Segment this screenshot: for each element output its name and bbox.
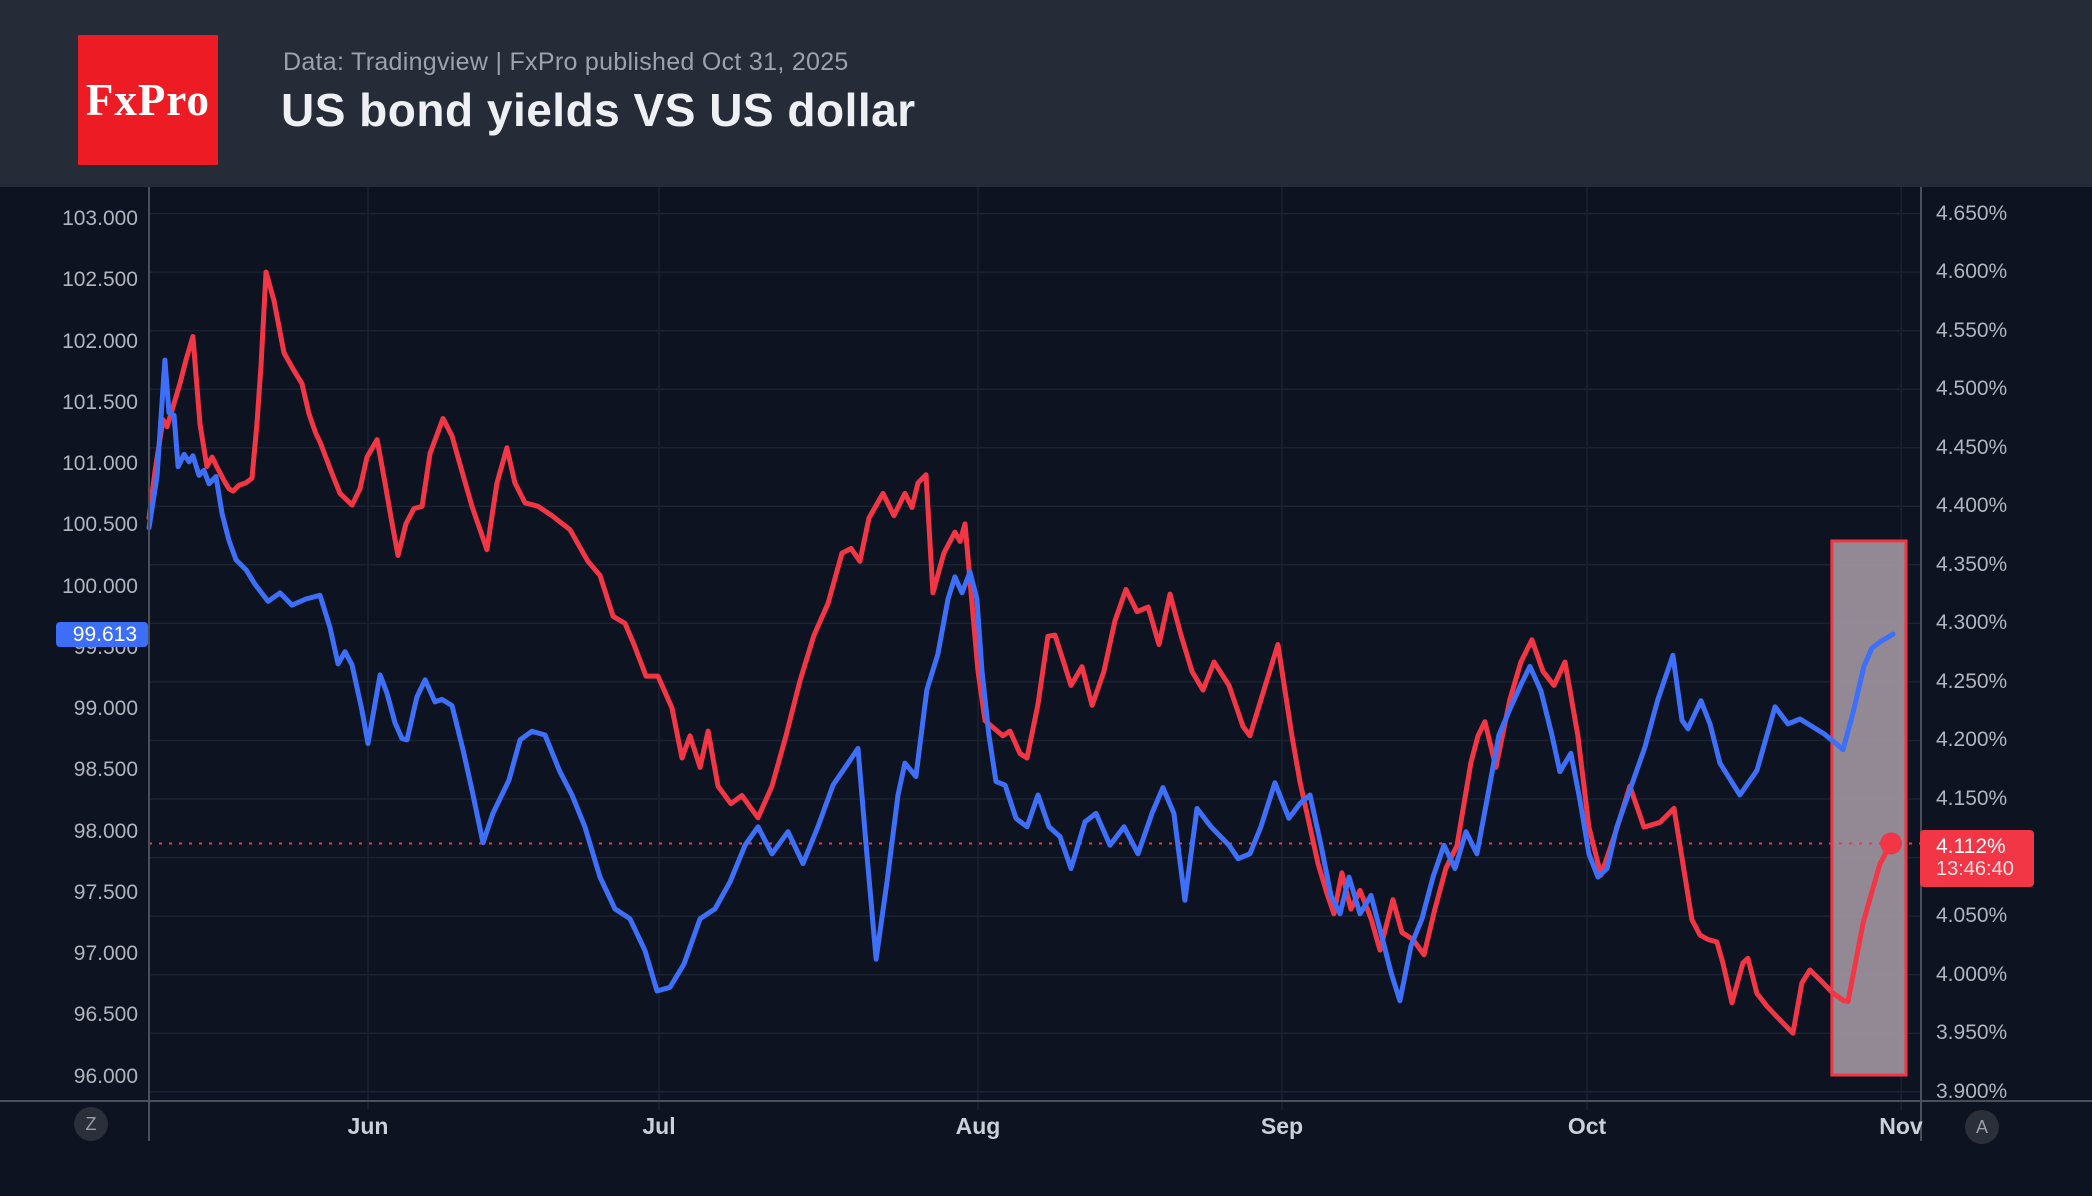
time-axis-label-sep: Sep — [1260, 1113, 1304, 1139]
time-axis-label-jun: Jun — [347, 1113, 389, 1139]
yield-last-price-value: 4.112% — [1936, 835, 2006, 858]
left-axis-tick: 102.000 — [62, 330, 138, 353]
left-axis-tick: 100.000 — [62, 575, 138, 598]
dollar-series-line — [146, 357, 1896, 1004]
yield-last-price-label: 4.112% 13:46:40 — [1920, 830, 2034, 887]
fxpro-logo-text: FxPro — [85, 75, 211, 125]
right-axis-tick: 4.200% — [1936, 728, 2008, 751]
right-axis-tick: 4.500% — [1936, 377, 2008, 400]
left-axis-tick: 102.500 — [62, 268, 138, 291]
time-axis-label-oct: Oct — [1567, 1113, 1607, 1139]
yield-last-price-time: 13:46:40 — [1936, 858, 2014, 880]
left-axis-tick: 97.000 — [73, 942, 138, 965]
time-axis-label-aug: Aug — [955, 1113, 1001, 1139]
right-axis-tick: 4.450% — [1936, 436, 2008, 459]
left-axis-tick: 101.000 — [62, 452, 138, 475]
left-axis-tick: 97.500 — [73, 881, 138, 904]
dollar-last-price-label: 99.613 — [56, 622, 148, 647]
right-axis-tick: 4.150% — [1936, 787, 2008, 810]
right-axis-tick: 3.900% — [1936, 1080, 2008, 1103]
time-axis-label-jul: Jul — [642, 1113, 676, 1139]
yield-last-price-marker — [1880, 832, 1903, 855]
left-axis-tick: 96.000 — [73, 1065, 138, 1088]
timezone-button[interactable]: Z — [74, 1107, 108, 1141]
right-axis-tick: 4.050% — [1936, 904, 2008, 927]
right-axis-tick: 4.250% — [1936, 670, 2008, 693]
left-axis-tick: 103.000 — [62, 207, 138, 230]
right-axis-tick: 4.000% — [1936, 963, 2008, 986]
autoscale-button[interactable]: A — [1965, 1110, 1999, 1144]
left-axis-tick: 98.500 — [73, 758, 138, 781]
left-axis-tick: 96.500 — [73, 1003, 138, 1026]
right-axis-tick: 4.650% — [1936, 202, 2008, 225]
left-axis-tick: 98.000 — [73, 820, 138, 843]
yield-series-line — [146, 269, 1894, 1036]
source-caption: Data: Tradingview | FxPro published Oct … — [283, 48, 849, 76]
header: FxPro Data: Tradingview | FxPro publishe… — [0, 0, 2092, 187]
left-axis-tick: 101.500 — [62, 391, 138, 414]
left-axis-tick: 100.500 — [62, 513, 138, 536]
right-axis-tick: 4.400% — [1936, 494, 2008, 517]
right-axis-tick: 4.600% — [1936, 260, 2008, 283]
right-axis-tick: 4.550% — [1936, 319, 2008, 342]
fxpro-logo: FxPro — [78, 35, 218, 165]
page-title: US bond yields VS US dollar — [281, 84, 916, 136]
left-axis-tick: 99.000 — [73, 697, 138, 720]
time-axis-label-nov: Nov — [1879, 1113, 1923, 1139]
highlight-region[interactable] — [1830, 539, 1908, 1077]
right-axis-tick: 3.950% — [1936, 1021, 2008, 1044]
right-axis-tick: 4.350% — [1936, 553, 2008, 576]
right-axis-tick: 4.300% — [1936, 611, 2008, 634]
